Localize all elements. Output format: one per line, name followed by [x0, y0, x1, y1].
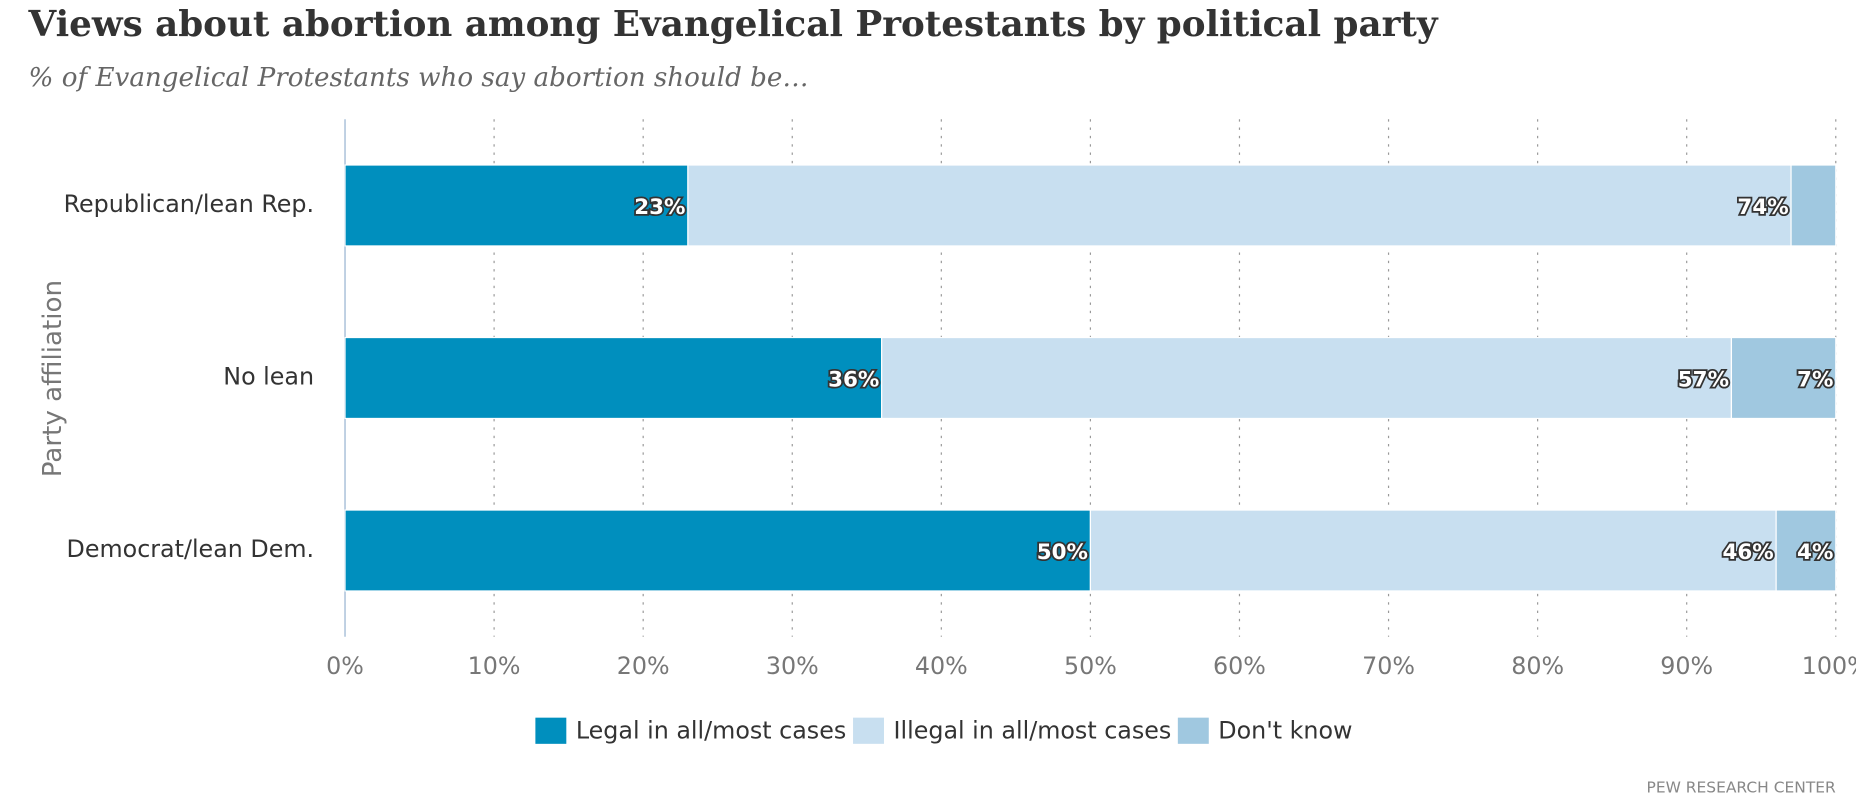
bar-segment	[344, 336, 883, 420]
x-tick-label: 20%	[617, 652, 670, 680]
x-tick-label: 80%	[1511, 652, 1564, 680]
bar-segment	[1790, 164, 1837, 247]
x-tick-label: 30%	[766, 652, 819, 680]
legend-swatch	[853, 717, 884, 744]
y-axis-label: Party affiliation	[38, 280, 68, 477]
legend-label: Illegal in all/most cases	[893, 716, 1171, 744]
legend-label: Don't know	[1218, 716, 1352, 744]
bar-segment	[344, 509, 1091, 592]
y-tick-label: No lean	[223, 362, 314, 390]
bar-segment	[1775, 509, 1837, 592]
y-tick-label: Democrat/lean Dem.	[67, 535, 315, 563]
y-tick-label: Republican/lean Rep.	[64, 190, 314, 218]
data-label: 46%	[1723, 540, 1774, 565]
chart-subtitle: % of Evangelical Protestants who say abo…	[29, 63, 809, 93]
chart-title: Views about abortion among Evangelical P…	[28, 3, 1439, 45]
bar-segment	[344, 164, 689, 247]
data-label: 4%	[1797, 540, 1833, 565]
x-tick-label: 100%	[1802, 652, 1856, 680]
x-tick-label: 40%	[915, 652, 968, 680]
data-label: 50%	[1037, 540, 1088, 565]
bar-segment	[687, 164, 1792, 247]
x-tick-label: 70%	[1362, 652, 1415, 680]
data-label: 7%	[1797, 367, 1833, 392]
x-tick-label: 60%	[1213, 652, 1266, 680]
bar-segment	[1730, 336, 1837, 420]
x-tick-label: 90%	[1660, 652, 1713, 680]
data-label: 74%	[1737, 195, 1788, 220]
x-tick-label: 10%	[468, 652, 521, 680]
data-label: 36%	[828, 367, 879, 392]
data-label: 23%	[634, 195, 685, 220]
bar-segment	[881, 336, 1733, 420]
legend-swatch	[1177, 717, 1209, 744]
legend-label: Legal in all/most cases	[576, 716, 846, 744]
x-tick-label: 50%	[1064, 652, 1117, 680]
x-tick-label: 0%	[326, 652, 364, 680]
legend-swatch	[535, 717, 567, 744]
source: PEW RESEARCH CENTER	[1647, 778, 1837, 796]
bar-segment	[1089, 509, 1777, 592]
data-label: 57%	[1678, 367, 1729, 392]
